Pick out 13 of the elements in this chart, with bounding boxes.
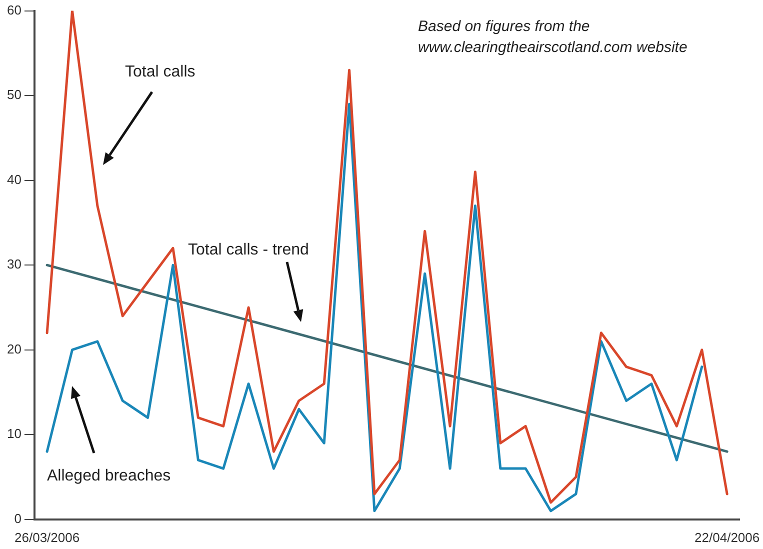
y-tick-label: 0 bbox=[14, 510, 22, 526]
y-tick-label: 10 bbox=[6, 426, 22, 442]
y-tick-label: 20 bbox=[6, 341, 22, 356]
y-tick-label: 30 bbox=[6, 256, 22, 272]
text: Total calls - trend bbox=[188, 241, 309, 258]
text: Total calls bbox=[125, 63, 196, 80]
series-label: Alleged breaches bbox=[47, 467, 171, 484]
x-tick-label: 22/04/2006 bbox=[694, 530, 760, 545]
annotation: Based on figures from the www.clearingtheairscotland.com website bbox=[418, 17, 688, 58]
x-tick-label: 26/03/2006 bbox=[14, 530, 80, 545]
y-tick-label: 50 bbox=[6, 87, 22, 102]
y-tick-label: 60 bbox=[6, 2, 22, 18]
y-tick-label: 40 bbox=[6, 172, 22, 187]
